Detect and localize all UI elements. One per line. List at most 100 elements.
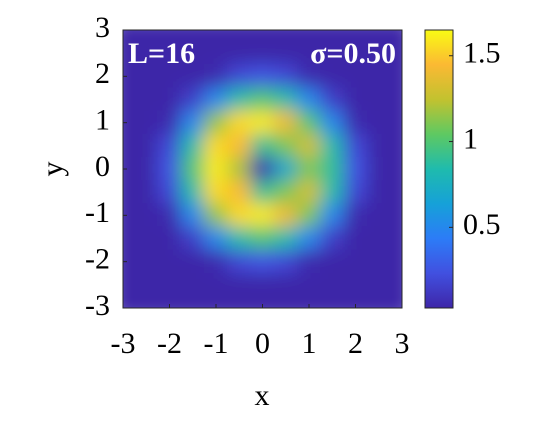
field-cell	[389, 87, 402, 112]
field-cell	[203, 64, 229, 89]
field-cell	[250, 226, 275, 251]
field-cell	[366, 87, 391, 112]
field-cell	[250, 156, 275, 182]
field-cell	[250, 41, 275, 66]
annotation: σ=0.50	[310, 37, 396, 70]
field-cell	[134, 272, 159, 297]
y-tick-label: 0	[95, 150, 110, 183]
field-cell	[366, 249, 391, 274]
x-axis-label: x	[255, 379, 270, 412]
field-cell	[123, 41, 136, 66]
field-cell	[134, 64, 159, 89]
field-cell	[134, 110, 159, 135]
x-tick-label: -2	[157, 327, 182, 360]
field-cell	[180, 295, 205, 308]
field-cell	[157, 180, 182, 205]
field-cell	[157, 110, 182, 135]
field-cell	[227, 64, 252, 89]
field-cell	[123, 203, 136, 228]
field-cell	[273, 133, 298, 158]
field-cell	[180, 203, 205, 228]
y-tick-label: 3	[95, 11, 110, 44]
field-cell	[366, 41, 391, 66]
field-cell	[180, 156, 205, 182]
field-cell	[296, 203, 322, 228]
field-cell	[320, 110, 345, 135]
field-cell	[320, 203, 345, 228]
field-cell	[203, 133, 229, 158]
field-cell	[180, 30, 205, 43]
field-cell	[343, 156, 368, 182]
x-tick-label: 3	[395, 327, 410, 360]
field-cell	[157, 295, 182, 308]
field-cell	[366, 272, 391, 297]
field-cell	[296, 180, 322, 205]
field-cell	[389, 64, 402, 89]
field-cell	[123, 226, 136, 251]
field-cell	[180, 41, 205, 66]
field-cell	[320, 180, 345, 205]
field-cell	[134, 87, 159, 112]
field-cell	[157, 30, 182, 43]
field-cell	[157, 41, 182, 66]
field-cell	[123, 295, 136, 308]
field-cell	[203, 203, 229, 228]
field-cell	[227, 203, 252, 228]
field-cell	[123, 249, 136, 274]
field-cell	[320, 87, 345, 112]
field-cell	[320, 272, 345, 297]
annotation: L=16	[128, 37, 195, 70]
y-tick-label: 1	[95, 104, 110, 137]
field-cell	[296, 110, 322, 135]
field-cell	[273, 272, 298, 297]
field-cell	[320, 156, 345, 182]
field-cell	[157, 249, 182, 274]
field-cell	[273, 64, 298, 89]
field-cell	[250, 64, 275, 89]
field-cell	[157, 156, 182, 182]
field-cell	[343, 30, 368, 43]
field-cell	[296, 87, 322, 112]
field-cell	[123, 64, 136, 89]
field-cell	[134, 41, 159, 66]
field-cell	[203, 30, 229, 43]
field-cell	[366, 226, 391, 251]
field-cell	[343, 133, 368, 158]
field-cell	[203, 249, 229, 274]
field-cell	[123, 272, 136, 297]
field-cell	[123, 156, 136, 182]
y-tick-label: -3	[85, 289, 110, 322]
field-cell	[123, 133, 136, 158]
field-cell	[273, 180, 298, 205]
field-cell	[157, 226, 182, 251]
field-cell	[134, 133, 159, 158]
field-cell	[296, 249, 322, 274]
field-cell	[389, 203, 402, 228]
field-cell	[389, 180, 402, 205]
field-cell	[227, 41, 252, 66]
field-cell	[273, 156, 298, 182]
field-cell	[250, 295, 275, 308]
field-cell	[227, 272, 252, 297]
field-cell	[296, 272, 322, 297]
field-cell	[123, 110, 136, 135]
field-cell	[250, 272, 275, 297]
field-cell	[343, 249, 368, 274]
field-cell	[134, 295, 159, 308]
field-cell	[296, 41, 322, 66]
field-cell	[273, 203, 298, 228]
field-cell	[203, 87, 229, 112]
field-cell	[123, 30, 136, 43]
field-cell	[180, 64, 205, 89]
x-tick-label: 1	[302, 327, 317, 360]
field-cell	[250, 203, 275, 228]
field-cell	[203, 156, 229, 182]
field-cell	[343, 203, 368, 228]
field-cell	[227, 180, 252, 205]
field-cell	[203, 41, 229, 66]
field	[123, 30, 402, 308]
field-cell	[250, 180, 275, 205]
field-cell	[343, 41, 368, 66]
field-cell	[320, 249, 345, 274]
